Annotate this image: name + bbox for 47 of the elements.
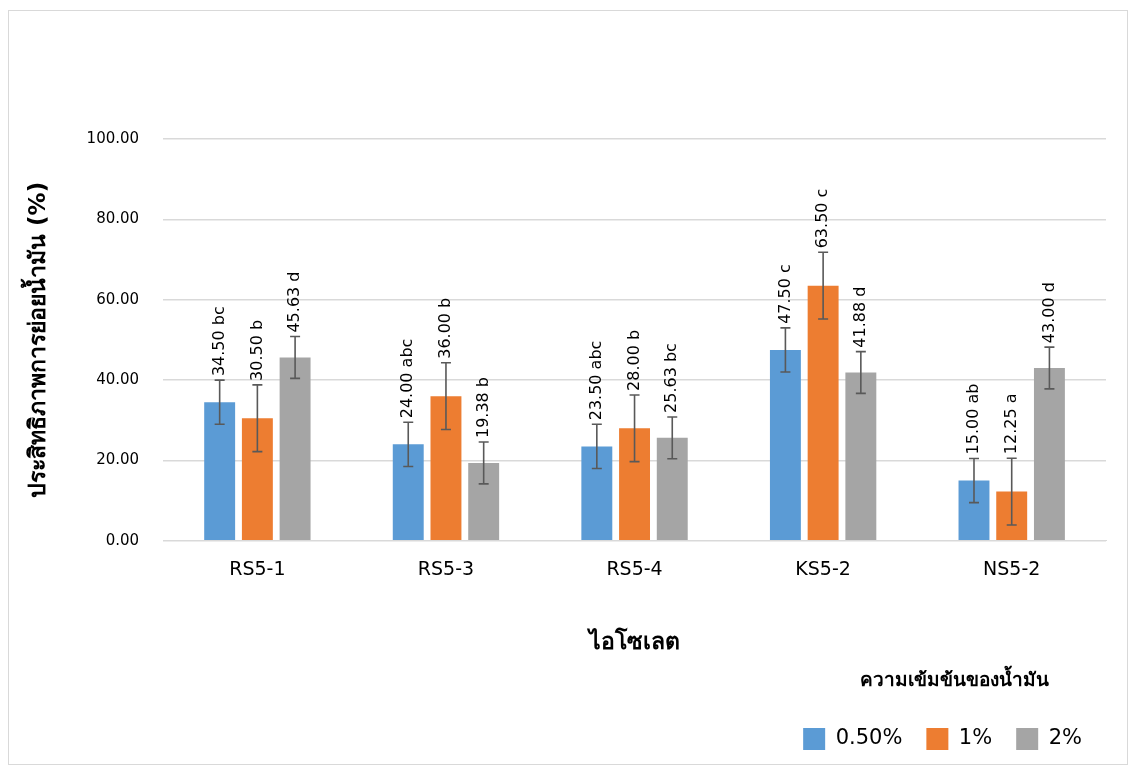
bar — [996, 491, 1028, 541]
bar — [581, 446, 613, 541]
x-axis-title: ไอโซเลต — [586, 627, 681, 655]
bar — [769, 349, 801, 541]
data-label: 25.63 bc — [661, 343, 681, 413]
x-tick-label: RS5-1 — [229, 557, 286, 580]
x-tick-label: KS5-2 — [795, 557, 851, 580]
data-label: 12.25 a — [1000, 393, 1020, 455]
legend-label: 2% — [1048, 725, 1083, 750]
bar — [619, 428, 651, 541]
y-tick-label: 80.00 — [96, 209, 140, 228]
x-tick-label: RS5-3 — [417, 557, 475, 580]
data-label: 43.00 d — [1038, 282, 1058, 344]
bar — [656, 437, 688, 541]
bar — [430, 396, 462, 541]
data-label: 28.00 b — [623, 329, 643, 391]
data-label: 45.63 d — [284, 271, 304, 333]
bar — [279, 357, 311, 541]
data-label: 36.00 b — [435, 297, 455, 359]
bar — [807, 285, 839, 541]
legend-label: 0.50% — [835, 725, 903, 750]
bar — [241, 418, 273, 541]
data-label: 19.38 b — [472, 376, 492, 439]
data-label: 24.00 abc — [397, 338, 417, 419]
bar — [845, 372, 877, 541]
y-axis-title: ประสิทธิภาพการย่อยน้ำมัน (%) — [19, 181, 50, 498]
legend-label: 1% — [958, 725, 993, 750]
x-tick-label: RS5-4 — [606, 557, 663, 580]
y-tick-label: 60.00 — [96, 289, 140, 308]
y-tick-label: 100.00 — [86, 128, 140, 147]
data-label: 47.50 c — [774, 264, 794, 324]
data-label: 34.50 bc — [208, 306, 228, 377]
data-label: 15.00 ab — [963, 383, 983, 455]
y-tick-label: 20.00 — [96, 450, 140, 469]
data-label: 23.50 abc — [585, 340, 605, 421]
y-tick-label: 40.00 — [96, 369, 140, 388]
data-label: 41.88 d — [850, 286, 869, 348]
y-tick-label: 0.00 — [105, 530, 140, 549]
bar — [958, 480, 990, 541]
bar — [392, 444, 424, 541]
data-label: 30.50 b — [246, 319, 266, 381]
legend-title: ความเข้มข้นของน้ำมัน — [860, 664, 1050, 690]
bar — [204, 402, 236, 541]
bar — [468, 462, 500, 541]
bar — [1033, 368, 1065, 541]
x-tick-label: NS5-2 — [983, 557, 1041, 580]
data-label: 63.50 c — [812, 188, 832, 249]
